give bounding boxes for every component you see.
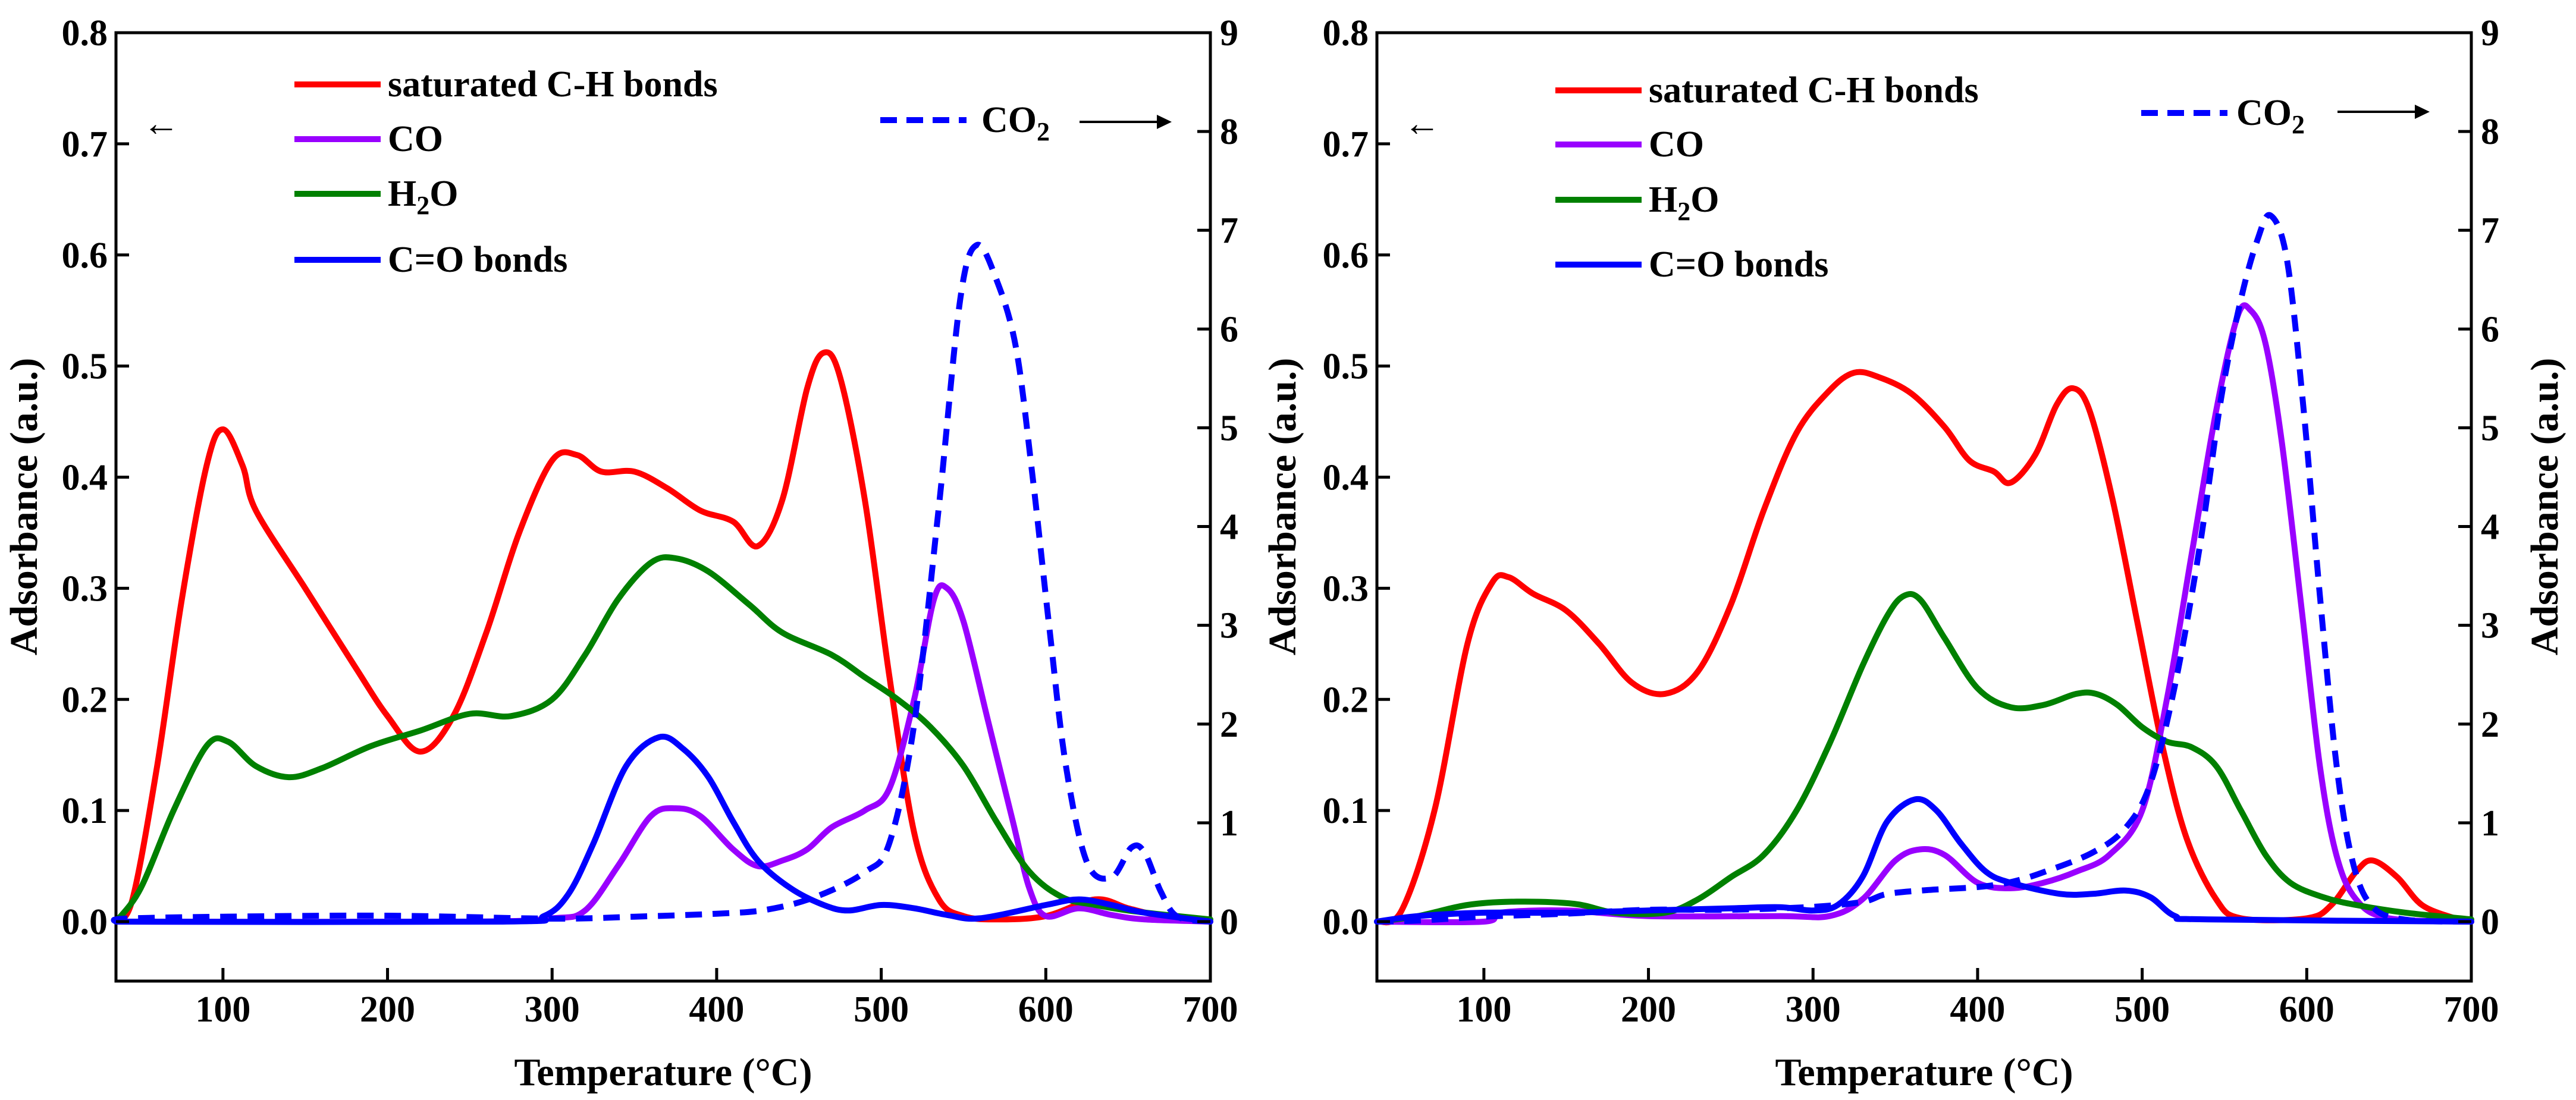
y2-tick-label: 6 — [1220, 309, 1238, 350]
series-line-co — [1374, 302, 2474, 926]
y2-tick-label: 3 — [1220, 606, 1238, 646]
y2-tick-label: 0 — [2481, 902, 2499, 942]
y-tick-label: 0.5 — [1323, 347, 1369, 387]
legend-co2-sub: 2 — [2292, 110, 2305, 139]
y-tick-label: 0.3 — [62, 568, 108, 609]
x-tick-label: 600 — [2279, 989, 2335, 1030]
y-tick-label: 0.2 — [1323, 680, 1369, 720]
series-line-co — [113, 582, 1213, 925]
legend-h2o-h: H — [1649, 180, 1677, 220]
plot-frame — [1375, 31, 2473, 983]
y2-tick-label: 5 — [1220, 408, 1238, 448]
y-tick-label: 0.0 — [1323, 902, 1369, 942]
series-line-co2 — [111, 241, 1211, 925]
tick-layer: 100 200 300 400 500 600 700 0.0 0.1 0.2 0.3 0.4 0.5 0… — [62, 13, 1239, 1030]
legend-co2-main: CO — [2236, 93, 2292, 133]
y2-tick-label: 1 — [2481, 803, 2499, 844]
left-chart-panel: 100 200 300 400 500 600 700 0.0 0.1 0.2 0.3 0.4 0.5 0… — [2, 13, 1238, 1094]
x-tick-label: 300 — [525, 989, 580, 1030]
y2-tick-label: 9 — [2481, 13, 2499, 54]
y-tick-label: 0.4 — [1323, 458, 1369, 498]
series-line-co2 — [1376, 212, 2472, 925]
x-tick-label: 200 — [1621, 989, 1676, 1030]
x-tick-label: 600 — [1018, 989, 1074, 1030]
y2-tick-label: 9 — [1220, 13, 1238, 54]
legend-h2o-o: O — [429, 174, 458, 214]
x-tick-label: 500 — [2114, 989, 2170, 1030]
y-tick-label: 0.1 — [62, 791, 108, 831]
y2-tick-label: 2 — [2481, 705, 2499, 745]
x-tick-label: 100 — [195, 989, 250, 1030]
y-tick-label: 0.6 — [1323, 235, 1369, 276]
y2-tick-label: 8 — [1220, 112, 1238, 152]
y2-axis-title: Adsorbance (a.u.) — [2523, 358, 2566, 656]
x-axis-title: Temperature (°C) — [514, 1051, 812, 1094]
x-tick-label: 500 — [854, 989, 909, 1030]
y-tick-label: 0.7 — [62, 124, 108, 165]
legend-label-h2o: H2O — [1649, 180, 1719, 226]
y-tick-label: 0.8 — [62, 13, 108, 54]
right-axis-arrow-head — [2415, 105, 2430, 119]
y2-tick-label: 4 — [2481, 507, 2499, 548]
x-tick-label: 700 — [1183, 989, 1238, 1030]
y2-tick-label: 5 — [2481, 408, 2499, 448]
y-axis-title: Adsorbance (a.u.) — [1261, 358, 1304, 656]
plot-frame — [114, 31, 1212, 983]
right-axis-arrow-head — [1157, 115, 1172, 129]
y2-tick-label: 2 — [1220, 705, 1238, 745]
legend-h2o-o: O — [1690, 180, 1719, 220]
legend-h2o-h: H — [388, 174, 416, 214]
legend-label-ch: saturated C-H bonds — [388, 64, 718, 105]
y2-tick-label: 3 — [2481, 606, 2499, 646]
legend-label-h2o: H2O — [388, 174, 458, 220]
legend-label-co-bonds: C=O bonds — [388, 240, 567, 280]
x-tick-label: 700 — [2444, 989, 2499, 1030]
left-axis-arrow: ← — [143, 103, 180, 144]
y-tick-label: 0.2 — [62, 680, 108, 720]
y2-tick-label: 1 — [1220, 803, 1238, 844]
y2-tick-label: 7 — [2481, 210, 2499, 251]
legend-label-ch: saturated C-H bonds — [1649, 70, 1979, 111]
series-layer — [1374, 212, 2474, 926]
series-line-saturated-c-h-bonds — [113, 349, 1213, 925]
y2-tick-label: 8 — [2481, 112, 2499, 152]
right-chart-panel: 100 200 300 400 500 600 700 0.0 0.1 0.2 0.3 0.4 0.5 0… — [1261, 13, 2566, 1094]
left-axis-arrow: ← — [1404, 103, 1441, 144]
y2-tick-label: 4 — [1220, 507, 1238, 548]
series-line-h2o — [113, 554, 1213, 925]
y-tick-label: 0.5 — [62, 347, 108, 387]
y-tick-label: 0.1 — [1323, 791, 1369, 831]
x-tick-label: 200 — [360, 989, 415, 1030]
x-axis-title: Temperature (°C) — [1775, 1051, 2073, 1094]
legend-co2-sub: 2 — [1037, 117, 1050, 146]
y2-tick-label: 6 — [2481, 309, 2499, 350]
y-tick-label: 0.0 — [62, 902, 108, 942]
legend-label-co2: CO2 — [981, 100, 1050, 146]
legend-co2-main: CO — [981, 100, 1037, 140]
series-line-c-o-bonds — [113, 733, 1213, 925]
y2-tick-label: 7 — [1220, 210, 1238, 251]
y2-tick-label: 0 — [1220, 902, 1238, 942]
x-tick-label: 100 — [1456, 989, 1511, 1030]
legend-label-co2: CO2 — [2236, 93, 2305, 139]
y-tick-label: 0.4 — [62, 458, 108, 498]
y-axis-title: Adsorbance (a.u.) — [2, 358, 46, 656]
y-tick-label: 0.6 — [62, 235, 108, 276]
legend: saturated C-H bonds CO H2O C=O bonds ← C… — [143, 64, 1172, 280]
x-tick-label: 300 — [1786, 989, 1841, 1030]
legend-h2o-sub: 2 — [416, 191, 429, 220]
tick-layer: 100 200 300 400 500 600 700 0.0 0.1 0.2 0.3 0.4 0.5 0… — [1323, 13, 2500, 1030]
x-tick-label: 400 — [1950, 989, 2005, 1030]
legend-h2o-sub: 2 — [1677, 197, 1690, 226]
legend-label-co: CO — [388, 119, 443, 159]
y-tick-label: 0.8 — [1323, 13, 1369, 54]
legend: saturated C-H bonds CO H2O C=O bonds ← C… — [1404, 70, 2430, 285]
legend-label-co: CO — [1649, 124, 1704, 165]
x-tick-label: 400 — [689, 989, 744, 1030]
series-layer — [111, 241, 1213, 925]
y-tick-label: 0.3 — [1323, 568, 1369, 609]
y-tick-label: 0.7 — [1323, 124, 1369, 165]
legend-label-co-bonds: C=O bonds — [1649, 244, 1828, 285]
